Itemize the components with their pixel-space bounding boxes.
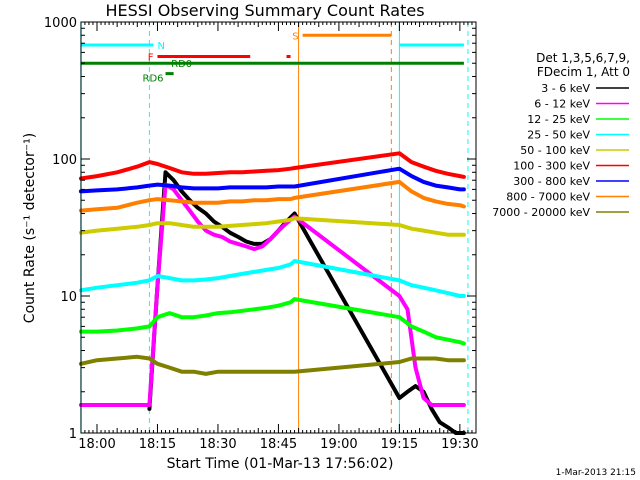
series-line-3 (78, 297, 466, 346)
legend-header-line-1: Det 1,3,5,6,7,9, (536, 51, 630, 65)
legend-label-2: 6 - 12 keV (534, 98, 590, 111)
flag-label-n: N (157, 41, 164, 52)
series-line-7 (78, 166, 466, 194)
footer-date: 1-Mar-2013 21:15 (556, 468, 636, 478)
legend-label-9: 7000 - 20000 keV (492, 206, 590, 219)
axes-layer: 1 10 100 1000 18:00 18:15 18:30 18:45 19:00 19:15… (44, 16, 479, 452)
x-tick-label: 19:15 (381, 437, 418, 452)
series-line-2 (78, 182, 466, 407)
legend-label-1: 3 - 6 keV (541, 82, 590, 95)
series-line-8 (78, 179, 466, 213)
legend-label-3: 12 - 25 keV (527, 113, 590, 126)
flag-label-rd0: RD0 (171, 59, 192, 70)
flag-label-f: F (148, 52, 154, 63)
y-axis-label: Count Rate (s⁻¹ detector⁻¹) (22, 133, 38, 323)
legend: Det 1,3,5,6,7,9, FDecim 1, Att 0 3 - 6 k… (492, 51, 630, 219)
y-tick-label: 1 (69, 427, 77, 442)
chart-title: HESSI Observing Summary Count Rates (105, 1, 424, 20)
series-line-6 (78, 151, 466, 181)
x-tick-label: 18:30 (199, 437, 236, 452)
legend-label-5: 50 - 100 keV (520, 144, 590, 157)
legend-label-8: 800 - 7000 keV (506, 191, 590, 204)
legend-label-4: 25 - 50 keV (527, 129, 590, 142)
data-layer: NF RD0 RD6 S (78, 22, 469, 435)
legend-header-line-2: FDecim 1, Att 0 (537, 65, 630, 79)
y-tick-label: 10 (60, 290, 77, 305)
x-tick-label: 19:30 (441, 437, 478, 452)
flag-label-s: S (292, 31, 298, 42)
x-tick-label: 18:15 (139, 437, 176, 452)
y-tick-label: 100 (52, 153, 77, 168)
legend-label-7: 300 - 800 keV (513, 175, 590, 188)
legend-label-6: 100 - 300 keV (513, 160, 590, 173)
series-line-4 (78, 259, 466, 298)
x-tick-label: 19:00 (320, 437, 357, 452)
series-line-9 (78, 354, 466, 376)
x-tick-label: 18:00 (78, 437, 115, 452)
x-tick-label: 18:45 (260, 437, 297, 452)
flag-label-rd6: RD6 (143, 74, 164, 85)
series-line-5 (78, 216, 466, 237)
y-tick-label: 1000 (44, 16, 77, 31)
x-axis-label: Start Time (01-Mar-13 17:56:02) (167, 456, 394, 472)
